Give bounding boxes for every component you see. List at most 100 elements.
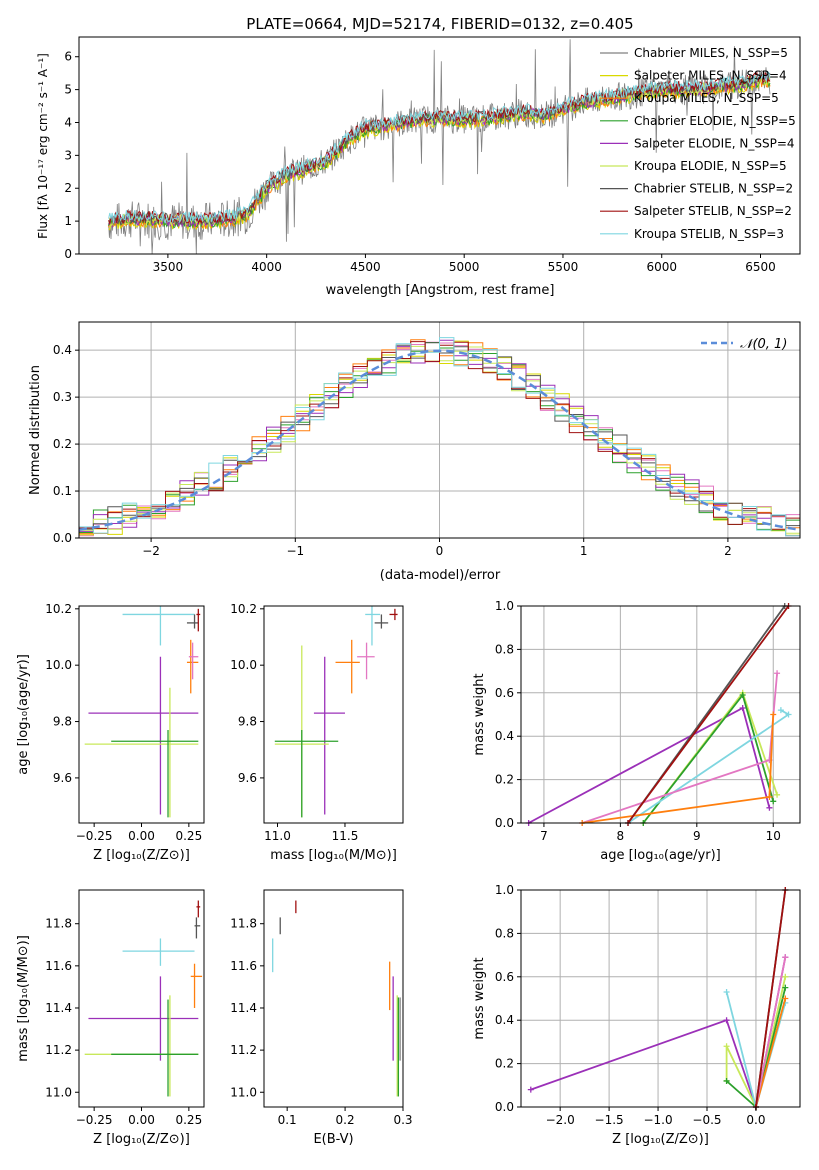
y-tick-label: 10.0 xyxy=(45,658,72,672)
mass-vs-metallicity-panel: −0.25 0.00 0.25 11.0 11.2 11.4 11.6 11.8 Z [log₁… xyxy=(16,889,205,1147)
x-tick-label: 1 xyxy=(580,544,588,558)
x-tick-label: 6500 xyxy=(745,260,776,274)
y-tick-label: 11.6 xyxy=(230,959,257,973)
x-tick-label: 11.5 xyxy=(332,829,359,843)
y-tick-label: 9.8 xyxy=(238,715,257,729)
x-tick-label: 7 xyxy=(540,829,548,843)
y-tick-label: 11.6 xyxy=(45,959,72,973)
x-tick-label: 4000 xyxy=(251,260,282,274)
x-tick-label: 5500 xyxy=(548,260,579,274)
panel-xlabel: age [log₁₀(age/yr)] xyxy=(600,848,721,863)
spectrum-panel: 3500 4000 4500 5000 5500 6000 6500 0 1 2 3 4 5 6 wav… xyxy=(36,36,801,298)
y-tick-label: 1.0 xyxy=(495,599,514,613)
weight-line xyxy=(755,998,787,1108)
panel-xlabel: Z [log₁₀(Z/Z⊙)] xyxy=(612,1132,709,1147)
y-tick-label: 11.4 xyxy=(230,1001,257,1015)
residuals-panel: −2 −1 0 1 2 0.0 0.1 0.2 0.3 0.4 (data-model)/err… xyxy=(28,321,801,583)
x-tick-label: 3500 xyxy=(153,260,184,274)
x-tick-label: −0.25 xyxy=(76,829,113,843)
y-tick-label: 0.1 xyxy=(53,484,72,498)
weight-marker xyxy=(770,798,777,805)
x-tick-label: 0.25 xyxy=(175,1113,202,1127)
weight-marker xyxy=(766,804,773,811)
x-tick-label: 11.0 xyxy=(264,829,291,843)
legend-label: Kroupa STELIB, N_SSP=3 xyxy=(634,227,784,241)
panel-ylabel: age [log₁₀(age/yr)] xyxy=(16,654,31,775)
panel-frame xyxy=(78,605,205,824)
normal-curve xyxy=(78,349,801,532)
weight-marker xyxy=(770,711,777,718)
spectrum-xlabel: wavelength [Angstrom, rest frame] xyxy=(326,283,555,298)
residuals-x-ticks: −2 −1 0 1 2 xyxy=(142,538,732,558)
y-tick-label: 11.4 xyxy=(45,1001,72,1015)
y-tick-label: 6 xyxy=(64,50,72,64)
y-tick-label: 0.6 xyxy=(495,686,514,700)
x-tick-label: 2 xyxy=(724,544,732,558)
y-tick-label: 0.4 xyxy=(53,343,72,357)
weight-marker xyxy=(774,670,781,677)
legend-label: Chabrier ELODIE, N_SSP=5 xyxy=(634,114,796,128)
x-tick-label: −0.25 xyxy=(76,1113,113,1127)
y-tick-label: 0 xyxy=(64,247,72,261)
legend-label: Chabrier MILES, N_SSP=5 xyxy=(634,46,788,60)
figure-title: PLATE=0664, MJD=52174, FIBERID=0132, z=0… xyxy=(246,15,633,33)
y-tick-label: 11.8 xyxy=(45,917,72,931)
weight-marker xyxy=(782,995,789,1002)
y-tick-label: 0.8 xyxy=(495,642,514,656)
panel-frame xyxy=(520,605,801,824)
weight-marker xyxy=(782,973,789,980)
y-tick-label: 0.3 xyxy=(53,390,72,404)
panel-ylabel: mass weight xyxy=(472,957,487,1039)
legend-label: Salpeter MILES, N_SSP=4 xyxy=(634,69,787,83)
x-tick-label: 0.1 xyxy=(278,1113,297,1127)
y-tick-label: 0.2 xyxy=(53,437,72,451)
y-tick-label: 5 xyxy=(64,83,72,97)
age-vs-metallicity-panel: −0.25 0.00 0.25 9.6 9.8 10.0 10.2 Z [log₁₀(Z/Z⊙… xyxy=(16,602,205,863)
weight-marker xyxy=(777,707,784,714)
x-tick-label: 0.2 xyxy=(336,1113,355,1127)
legend-label: Salpeter ELODIE, N_SSP=4 xyxy=(634,136,795,150)
model-spectrum-line xyxy=(108,70,771,224)
y-tick-label: 1.0 xyxy=(495,883,514,897)
weight-marker xyxy=(782,984,789,991)
y-tick-label: 0.0 xyxy=(495,1100,514,1114)
y-tick-label: 11.2 xyxy=(230,1043,257,1057)
y-tick-label: 9.6 xyxy=(238,771,257,785)
y-tick-label: 4 xyxy=(64,115,72,129)
age-vs-mass-panel: 11.0 11.5 9.6 9.8 10.0 10.2 mass [log₁₀(M/M⊙)] xyxy=(230,602,404,863)
panel-frame xyxy=(520,889,801,1108)
panel-xlabel: mass [log₁₀(M/M⊙)] xyxy=(270,848,397,863)
y-tick-label: 10.2 xyxy=(230,602,257,616)
x-tick-label: −2 xyxy=(142,544,160,558)
weight-marker xyxy=(785,711,792,718)
weight-marker xyxy=(739,704,746,711)
x-tick-label: 0.3 xyxy=(393,1113,412,1127)
spectrum-ylabel: Flux [fλ 10⁻¹⁷ erg cm⁻² s⁻¹ A⁻¹] xyxy=(36,53,50,239)
spectrum-legend: Chabrier MILES, N_SSP=5 Salpeter MILES, N… xyxy=(600,46,796,241)
residual-histogram xyxy=(79,341,800,530)
x-tick-label: 0.25 xyxy=(175,829,202,843)
panel-xlabel: Z [log₁₀(Z/Z⊙)] xyxy=(93,848,190,863)
weight-marker xyxy=(723,1017,730,1024)
weight-vs-age-panel: 7 8 9 10 0.0 0.2 0.4 0.6 0.8 1.0 age [log₁₀(age/yr… xyxy=(472,599,801,863)
residuals-plot-area xyxy=(78,322,801,539)
x-tick-label: 0.00 xyxy=(128,829,155,843)
residuals-xlabel: (data-model)/error xyxy=(380,568,501,583)
x-tick-label: 6000 xyxy=(646,260,677,274)
x-tick-label: 0.00 xyxy=(128,1113,155,1127)
y-tick-label: 0.0 xyxy=(495,816,514,830)
weight-marker xyxy=(723,1043,730,1050)
y-tick-label: 11.0 xyxy=(230,1085,257,1099)
spectrum-plot-area xyxy=(108,39,771,255)
panel-frame xyxy=(263,605,404,824)
weight-marker xyxy=(723,1077,730,1084)
panel-xlabel: Z [log₁₀(Z/Z⊙)] xyxy=(93,1132,190,1147)
y-tick-label: 9.8 xyxy=(53,715,72,729)
x-tick-label: 5000 xyxy=(449,260,480,274)
weight-marker xyxy=(782,954,789,961)
weight-line xyxy=(627,605,790,824)
residuals-y-ticks: 0.0 0.1 0.2 0.3 0.4 xyxy=(53,343,79,545)
panel-ylabel: mass [log₁₀(M/M⊙)] xyxy=(16,935,31,1062)
x-tick-label: −1 xyxy=(286,544,304,558)
